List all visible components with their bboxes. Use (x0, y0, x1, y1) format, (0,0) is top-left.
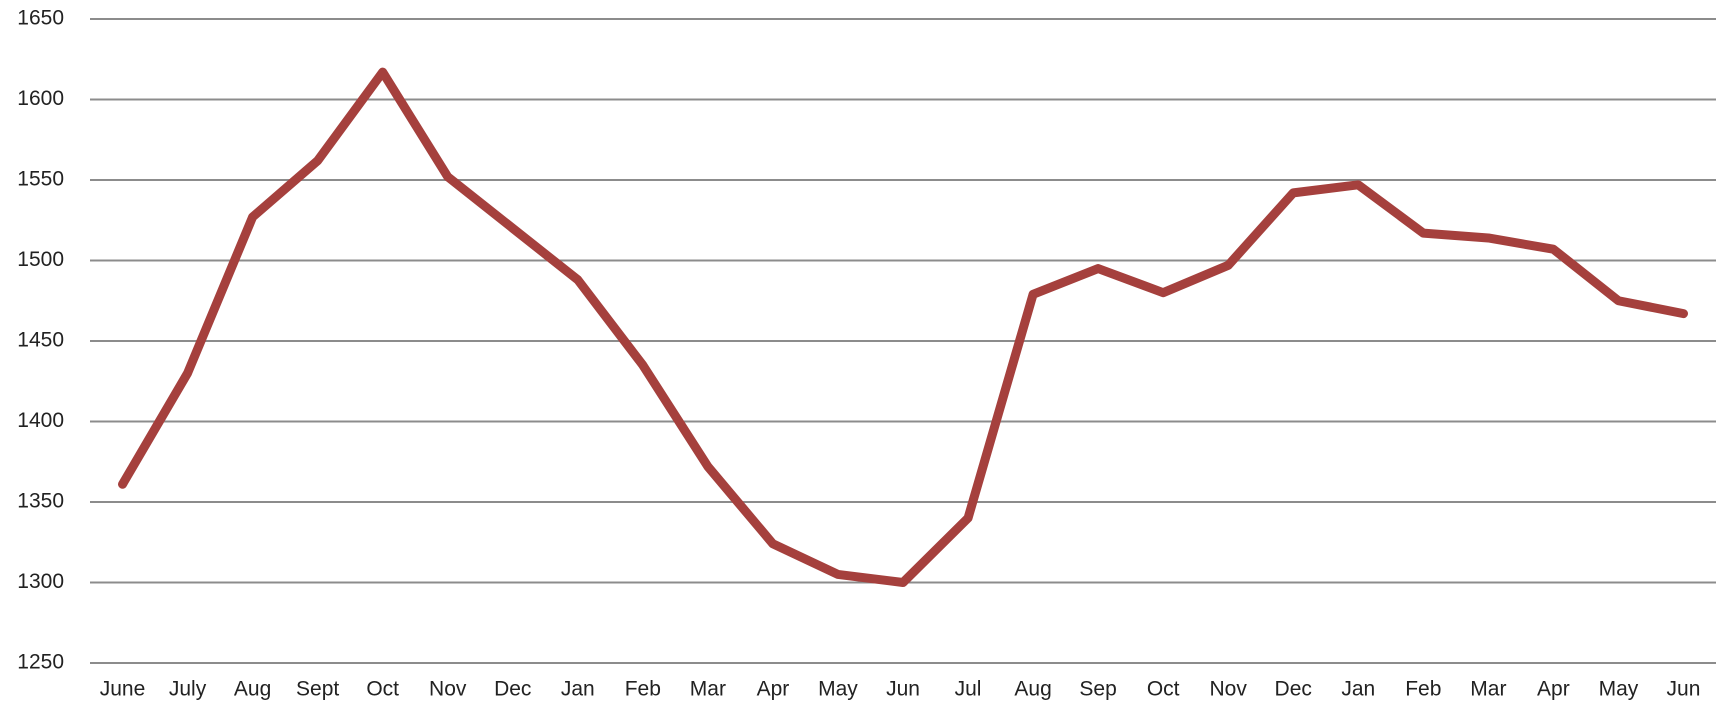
y-tick-label: 1400 (17, 409, 64, 432)
x-tick-label: Nov (429, 678, 467, 701)
x-tick-label: May (1599, 678, 1639, 701)
x-tick-label: Feb (625, 678, 661, 701)
y-tick-label: 1650 (17, 7, 64, 30)
x-tick-label: Mar (1470, 678, 1506, 701)
y-tick-label: 1550 (17, 168, 64, 191)
line-series (118, 67, 1688, 587)
y-tick-label: 1600 (17, 87, 64, 110)
x-tick-label: Jul (955, 678, 982, 701)
x-tick-label: Apr (757, 678, 790, 701)
x-tick-label: June (100, 678, 146, 701)
y-tick-label: 1450 (17, 329, 64, 352)
x-tick-label: Jan (1341, 678, 1375, 701)
x-tick-label: Oct (366, 678, 399, 701)
x-tick-label: Dec (1275, 678, 1312, 701)
y-tick-label: 1250 (17, 651, 64, 674)
x-tick-label: Feb (1405, 678, 1441, 701)
x-tick-label: Sep (1079, 678, 1116, 701)
x-tick-label: Jun (886, 678, 920, 701)
x-tick-label: Nov (1210, 678, 1248, 701)
x-tick-label: Apr (1537, 678, 1570, 701)
x-tick-label: July (169, 678, 207, 701)
x-tick-label: Jan (561, 678, 595, 701)
y-tick-label: 1350 (17, 490, 64, 513)
x-tick-label: May (818, 678, 858, 701)
y-tick-label: 1300 (17, 570, 64, 593)
x-tick-label: Aug (234, 678, 271, 701)
x-tick-label: Jun (1667, 678, 1701, 701)
x-tick-label: Oct (1147, 678, 1180, 701)
y-tick-label: 1500 (17, 248, 64, 271)
x-tick-label: Mar (690, 678, 726, 701)
x-tick-label: Sept (296, 678, 339, 701)
x-tick-label: Aug (1014, 678, 1051, 701)
x-tick-label: Dec (494, 678, 531, 701)
